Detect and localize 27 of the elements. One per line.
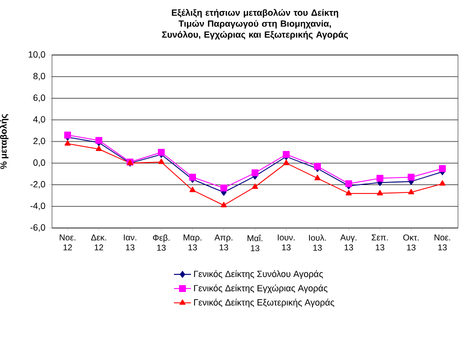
x-tick-label: Φεβ. 13 <box>152 234 170 251</box>
x-tick-label: Μαΐ. 13 <box>248 234 262 252</box>
x-tick-label: Ιουλ. 13 <box>309 234 326 251</box>
legend-label: Γενικός Δείκτης Εξωτερικής Αγοράς <box>194 298 334 308</box>
y-axis-title: % μεταβολής <box>0 114 8 170</box>
y-tick-label: -6,0 <box>30 224 46 232</box>
y-tick-label: 6,0 <box>33 94 46 102</box>
y-tick-label: 8,0 <box>33 72 46 80</box>
legend-label: Γενικός Δείκτης Εγχώριας Αγοράς <box>194 284 328 294</box>
x-tick-label: Νοε. 13 <box>434 234 450 250</box>
legend-label: Γενικός Δείκτης Συνόλου Αγοράς <box>194 270 323 279</box>
x-tick-label: Οκτ. 13 <box>403 234 419 250</box>
x-tick-label: Απρ. 13 <box>214 234 232 250</box>
x-tick-label: Νοε. 12 <box>60 234 76 250</box>
x-tick-label: Σεπ. 13 <box>372 234 388 250</box>
y-tick-label: -2,0 <box>30 181 46 188</box>
y-tick-label: -4,0 <box>30 202 46 210</box>
x-tick-label: Δεκ. 12 <box>91 234 106 250</box>
y-tick-label: 4,0 <box>33 116 46 124</box>
x-tick-label: Μαρ. 13 <box>184 234 202 250</box>
chart-title: Εξέλιξη ετήσιων μεταβολών του Δείκτη Τιμών Παραγωγού στη Βιομηχανία, Συνόλου, Εγχώριας και Εξωτερικής Αγοράς <box>162 8 348 40</box>
y-tick-label: 0,0 <box>33 159 46 167</box>
x-tick-label: Αυγ. 13 <box>340 234 356 250</box>
x-tick-label: Ιουν. 13 <box>278 234 295 250</box>
y-tick-label: 2,0 <box>33 138 46 146</box>
y-tick-label: 10,0 <box>28 51 46 59</box>
x-tick-label: Ιαν. 13 <box>124 234 136 250</box>
